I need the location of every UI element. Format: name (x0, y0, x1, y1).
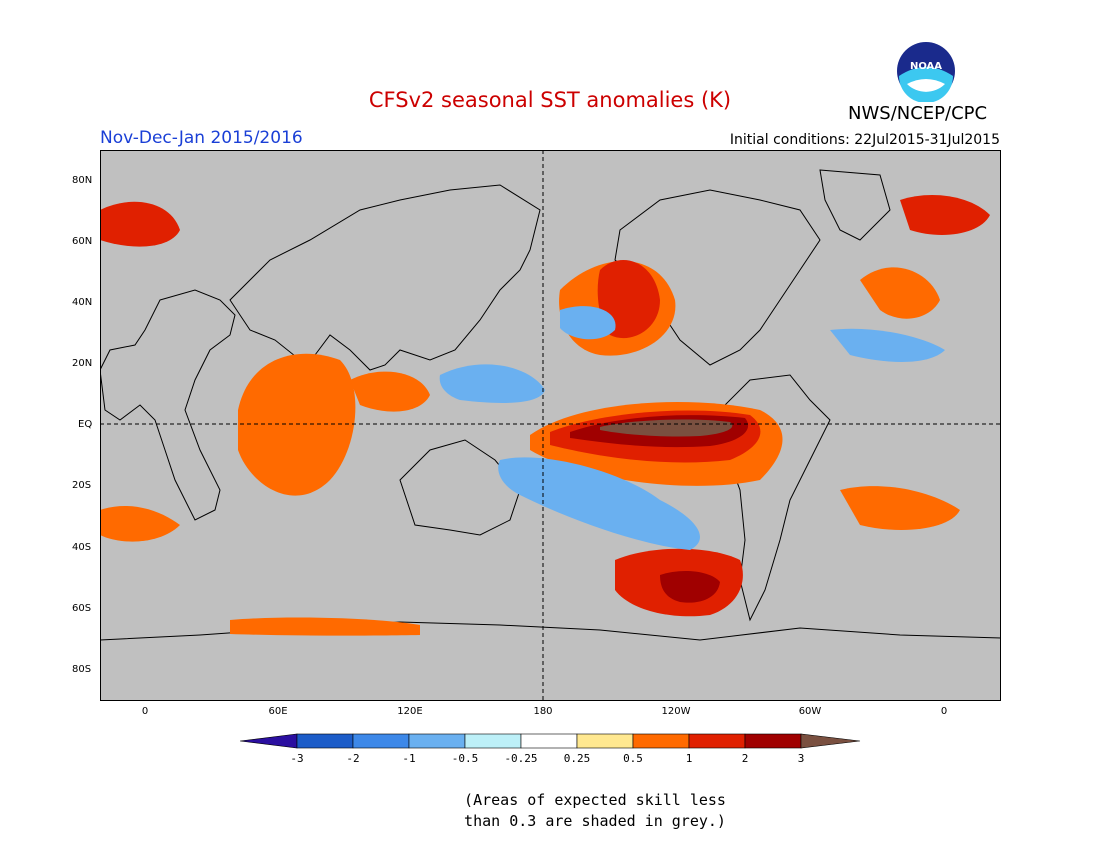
sst-anomaly-map (100, 150, 1001, 701)
colorbar-segment-05-1 (632, 733, 690, 749)
colorbar-label-05: 0.5 (623, 752, 643, 765)
colorbar-label-neg1: -1 (402, 752, 416, 765)
colorbar-segment-1-2 (688, 733, 746, 749)
skill-note-line-2: than 0.3 are shaded in grey.) (464, 812, 726, 830)
lon-label-60w: 60W (798, 706, 822, 717)
colorbar-label-1: 1 (685, 752, 693, 765)
colorbar-segment-2-3 (744, 733, 802, 749)
tropical-atlantic-cool (830, 328, 945, 362)
maritime-warm (350, 371, 430, 412)
lon-label-180: 180 (533, 706, 553, 717)
lon-label-60e: 60E (268, 706, 288, 717)
lat-label-40s: 40S (72, 542, 92, 553)
skill-note: (Areas of expected skill less than 0.3 a… (0, 790, 1100, 832)
lon-label-0-west: 0 (141, 706, 149, 717)
colorbar-segment-gt-3 (800, 733, 861, 749)
south-pacific-cool (498, 457, 700, 550)
colorbar-segment-neg05-neg025 (464, 733, 522, 749)
colorbar-segment-lt-neg3 (240, 733, 298, 749)
arctic-warm-east (900, 195, 990, 235)
colorbar-label-neg025: -0.25 (504, 752, 538, 765)
map-title: CFSv2 seasonal SST anomalies (K) (368, 88, 732, 112)
colorbar-segment-neg2-neg1 (352, 733, 410, 749)
australia-coast (399, 439, 521, 536)
colorbar-segment-neg1-neg05 (408, 733, 466, 749)
lat-label-eq: EQ (78, 419, 93, 430)
southern-ocean-warm (230, 617, 420, 636)
colorbar-label-neg2: -2 (346, 752, 360, 765)
lat-label-20n: 20N (72, 358, 93, 369)
lat-label-80n: 80N (72, 175, 93, 186)
colorbar-segment-025-05 (576, 733, 634, 749)
lat-label-60n: 60N (72, 236, 93, 247)
indian-ocean-warm (238, 353, 356, 496)
south-pacific-core (660, 570, 720, 603)
colorbar-label-neg05: -0.5 (451, 752, 479, 765)
lat-label-40n: 40N (72, 297, 93, 308)
lon-label-120e: 120E (397, 706, 423, 717)
season-label: Nov-Dec-Jan 2015/2016 (100, 128, 303, 148)
north-atlantic-warm (860, 267, 940, 319)
lat-label-80s: 80S (72, 664, 92, 675)
noaa-logo: NOAA (897, 42, 955, 102)
lon-label-120w: 120W (661, 706, 691, 717)
colorbar-label-neg3: -3 (290, 752, 304, 765)
colorbar-label-025: 0.25 (563, 752, 591, 765)
lon-label-0-east: 0 (940, 706, 948, 717)
skill-note-line-1: (Areas of expected skill less (464, 791, 726, 809)
greenland-coast (819, 169, 891, 241)
agency-label: NWS/NCEP/CPC (848, 103, 988, 124)
colorbar (240, 733, 861, 749)
colorbar-label-2: 2 (741, 752, 749, 765)
africa-coast (100, 289, 236, 521)
colorbar-segment-neg025-025 (520, 733, 578, 749)
colorbar-segment-neg3-neg2 (296, 733, 354, 749)
arctic-warm-west (100, 201, 180, 247)
lat-label-20s: 20S (72, 480, 92, 491)
logo-text: NOAA (910, 61, 942, 72)
colorbar-label-3: 3 (797, 752, 805, 765)
anomaly-fields (100, 195, 990, 636)
initial-conditions: Initial conditions: 22Jul2015-31Jul2015 (729, 132, 1000, 148)
southeast-atlantic-warm (100, 505, 180, 542)
lat-label-60s: 60S (72, 603, 92, 614)
west-pacific-cool (439, 364, 545, 403)
south-atlantic-warm (840, 486, 960, 530)
north-pacific-cool (560, 306, 616, 340)
